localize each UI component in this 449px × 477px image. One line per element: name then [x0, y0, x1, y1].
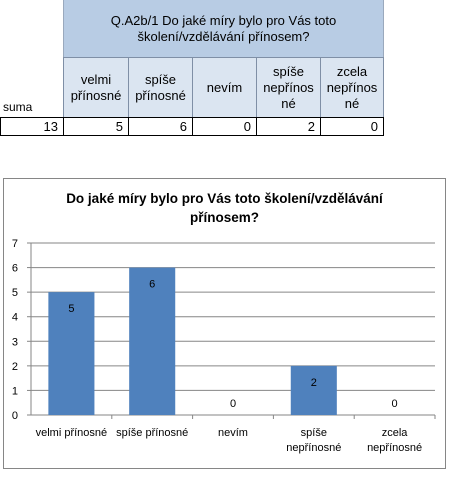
y-tick-label: 6: [12, 263, 18, 275]
column-header-line: spíše: [272, 63, 305, 79]
x-tick-label: spíše: [301, 427, 327, 439]
value-cell-spise-neprinosne: 2: [256, 117, 320, 136]
column-header-line: zcela: [336, 63, 368, 79]
chart-title-line: přínosem?: [189, 210, 259, 225]
column-header-velmi-prinosne: velmi přínosné: [63, 57, 128, 117]
chart-title-line: Do jaké míry bylo pro Vás toto školení/v…: [66, 191, 383, 206]
x-tick-label: spíše přínosné: [116, 427, 188, 439]
y-tick-label: 7: [12, 238, 18, 250]
question-header: Q.A2b/1 Do jaké míry bylo pro Vás toto š…: [63, 0, 384, 57]
column-header-line: přínosné: [135, 87, 186, 103]
column-header-line: nevím: [206, 79, 243, 95]
bar: [290, 365, 337, 415]
column-header-spise-neprinosne: spíše nepřínos né: [256, 57, 320, 117]
data-label: 0: [392, 398, 398, 410]
column-header-line: spíše: [144, 71, 177, 87]
x-tick-label: nevím: [218, 427, 248, 439]
bar: [129, 267, 176, 415]
column-header-nevim: nevím: [192, 57, 256, 117]
row-label-suma: suma: [3, 100, 33, 114]
data-label: 5: [68, 303, 74, 315]
value-cell-velmi-prinosne: 5: [63, 117, 128, 136]
x-tick-label: nepřínosné: [286, 442, 341, 454]
column-header-spise-prinosne: spíše přínosné: [128, 57, 192, 117]
x-tick-label: velmi přínosné: [36, 427, 108, 439]
data-label: 0: [230, 398, 236, 410]
bar-chart: 0 1 2 3 4 5 6 7 5 velmi přínosné 6 spíše přínosné 0 n…: [12, 238, 436, 454]
y-tick-label: 2: [12, 361, 18, 373]
y-tick-label: 3: [12, 336, 18, 348]
value-cell-nevim: 0: [192, 117, 256, 136]
column-header-line: né: [281, 95, 296, 111]
value-cell-suma: 13: [0, 117, 63, 136]
x-tick-label: nepřínosné: [367, 442, 422, 454]
column-header-line: nepřínos: [326, 79, 378, 95]
data-label: 6: [149, 279, 155, 291]
y-tick-label: 5: [12, 287, 18, 299]
y-tick-label: 4: [12, 312, 18, 324]
column-header-line: přínosné: [70, 87, 122, 103]
column-header-zcela-neprinosne: zcela nepřínos né: [320, 57, 384, 117]
y-tick-label: 1: [12, 385, 18, 397]
value-cell-zcela-neprinosne: 0: [320, 117, 384, 136]
column-header-line: nepřínos: [263, 79, 314, 95]
y-tick-label: 0: [12, 410, 18, 422]
x-tick-label: zcela: [382, 427, 409, 439]
bar: [48, 292, 95, 415]
column-header-line: né: [344, 95, 360, 111]
chart-title: Do jaké míry bylo pro Vás toto školení/v…: [4, 189, 445, 227]
chart-container: Do jaké míry bylo pro Vás toto školení/v…: [3, 178, 446, 469]
column-header-line: velmi: [80, 71, 112, 87]
value-cell-spise-prinosne: 6: [128, 117, 192, 136]
data-label: 2: [311, 377, 317, 389]
